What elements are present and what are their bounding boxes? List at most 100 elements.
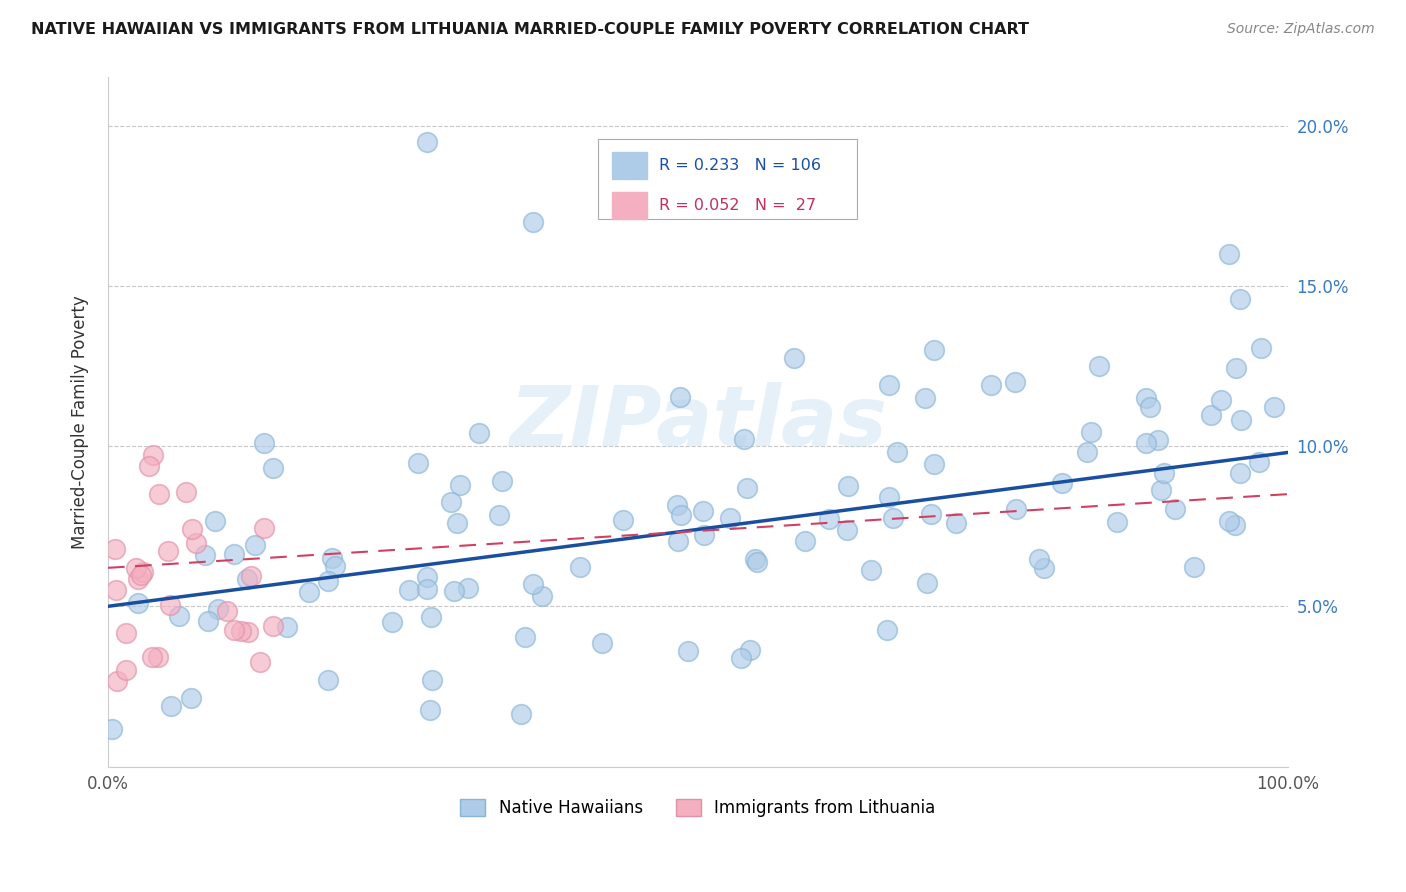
Point	[446, 516, 468, 530]
Point	[1225, 360, 1247, 375]
Text: R = 0.233   N = 106: R = 0.233 N = 106	[659, 158, 821, 173]
Point	[1050, 475, 1073, 490]
Point	[569, 559, 592, 574]
Legend: Native Hawaiians, Immigrants from Lithuania: Native Hawaiians, Immigrants from Lithua…	[454, 792, 942, 823]
Point	[449, 478, 471, 492]
Point	[101, 723, 124, 737]
Point	[316, 574, 339, 588]
Text: Source: ZipAtlas.com: Source: ZipAtlas.com	[1227, 22, 1375, 37]
Point	[515, 630, 537, 644]
Point	[591, 636, 613, 650]
Point	[1211, 392, 1233, 407]
Point	[298, 585, 321, 599]
Point	[1229, 466, 1251, 480]
Point	[917, 575, 939, 590]
Point	[249, 655, 271, 669]
Point	[141, 649, 163, 664]
Point	[419, 703, 441, 717]
Point	[1230, 413, 1253, 427]
Bar	[612, 192, 647, 219]
Point	[156, 543, 179, 558]
Point	[1135, 436, 1157, 450]
Point	[181, 522, 204, 536]
Point	[737, 481, 759, 495]
Point	[148, 650, 170, 665]
Point	[215, 604, 238, 618]
Point	[316, 673, 339, 687]
Point	[1088, 359, 1111, 373]
Point	[1032, 561, 1054, 575]
Point	[142, 448, 165, 462]
Point	[876, 623, 898, 637]
Point	[231, 624, 253, 638]
Point	[1028, 552, 1050, 566]
Point	[381, 615, 404, 629]
Point	[877, 490, 900, 504]
Point	[718, 511, 741, 525]
Point	[468, 426, 491, 441]
Point	[522, 215, 544, 229]
Point	[1182, 559, 1205, 574]
Point	[253, 435, 276, 450]
Point	[415, 582, 437, 596]
Point	[612, 513, 634, 527]
Point	[416, 570, 439, 584]
Point	[1005, 502, 1028, 516]
Point	[1076, 445, 1098, 459]
Point	[530, 590, 553, 604]
Point	[510, 706, 533, 721]
Point	[115, 663, 138, 677]
Point	[1164, 501, 1187, 516]
Point	[730, 651, 752, 665]
Point	[420, 610, 443, 624]
Point	[744, 552, 766, 566]
Point	[1004, 376, 1026, 390]
Point	[207, 602, 229, 616]
Point	[262, 461, 284, 475]
Point	[666, 534, 689, 549]
Point	[945, 516, 967, 530]
Point	[443, 583, 465, 598]
Point	[668, 390, 690, 404]
Point	[488, 508, 510, 523]
Point	[835, 523, 858, 537]
Point	[167, 608, 190, 623]
Point	[160, 698, 183, 713]
Point	[240, 569, 263, 583]
Point	[440, 495, 463, 509]
Point	[253, 521, 276, 535]
Point	[204, 514, 226, 528]
Point	[323, 558, 346, 573]
Point	[262, 618, 284, 632]
Point	[194, 548, 217, 562]
Point	[321, 550, 343, 565]
Point	[174, 485, 197, 500]
Point	[104, 582, 127, 597]
Point	[127, 572, 149, 586]
Point	[693, 528, 716, 542]
Point	[1146, 433, 1168, 447]
Point	[678, 644, 700, 658]
Point	[666, 498, 689, 512]
Point	[980, 378, 1002, 392]
Point	[745, 555, 768, 569]
Text: NATIVE HAWAIIAN VS IMMIGRANTS FROM LITHUANIA MARRIED-COUPLE FAMILY POVERTY CORRE: NATIVE HAWAIIAN VS IMMIGRANTS FROM LITHU…	[31, 22, 1029, 37]
Point	[457, 581, 479, 595]
Point	[882, 510, 904, 524]
Point	[103, 542, 125, 557]
Point	[692, 504, 714, 518]
Point	[920, 507, 942, 521]
Point	[115, 626, 138, 640]
Point	[276, 620, 298, 634]
Point	[138, 458, 160, 473]
Point	[1263, 400, 1285, 414]
Point	[222, 623, 245, 637]
FancyBboxPatch shape	[598, 139, 858, 219]
Point	[1250, 341, 1272, 355]
Bar	[612, 152, 647, 179]
Point	[922, 343, 945, 357]
Point	[1218, 514, 1240, 528]
Point	[1107, 515, 1129, 529]
Point	[415, 135, 437, 149]
Point	[914, 392, 936, 406]
